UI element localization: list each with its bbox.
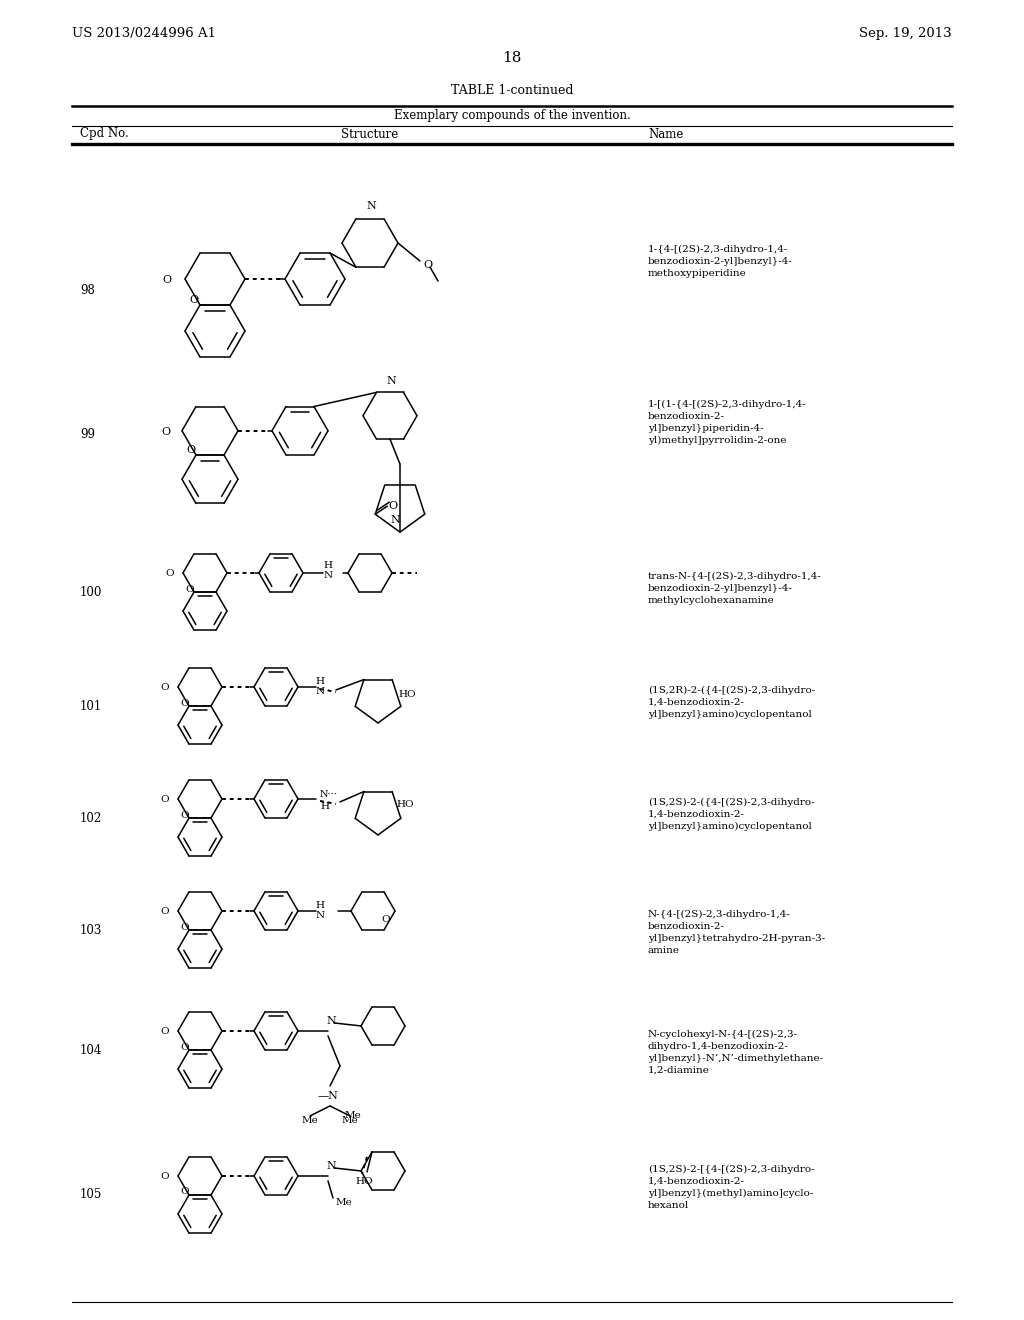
Text: —N: —N: [317, 1090, 339, 1101]
Text: H
N: H N: [315, 677, 325, 697]
Text: HO: HO: [398, 690, 416, 700]
Text: trans-N-{4-[(2S)-2,3-dihydro-1,4-
benzodioxin-2-yl]benzyl}-4-
methylcyclohexanam: trans-N-{4-[(2S)-2,3-dihydro-1,4- benzod…: [648, 572, 822, 605]
Text: 1-[(1-{4-[(2S)-2,3-dihydro-1,4-
benzodioxin-2-
yl]benzyl}piperidin-4-
yl)methyl]: 1-[(1-{4-[(2S)-2,3-dihydro-1,4- benzodio…: [648, 400, 807, 445]
Text: N: N: [367, 201, 376, 211]
Text: 101: 101: [80, 700, 102, 713]
Text: O: O: [180, 923, 189, 932]
Text: Sep. 19, 2013: Sep. 19, 2013: [859, 28, 952, 41]
Text: O: O: [161, 1172, 169, 1181]
Text: O: O: [161, 907, 169, 916]
Text: O: O: [180, 810, 189, 820]
Text: 18: 18: [503, 51, 521, 65]
Text: O: O: [161, 796, 169, 804]
Text: H
N: H N: [315, 902, 325, 920]
Text: 98: 98: [80, 284, 95, 297]
Text: Structure: Structure: [341, 128, 398, 140]
Text: N-{4-[(2S)-2,3-dihydro-1,4-
benzodioxin-2-
yl]benzyl}tetrahydro-2H-pyran-3-
amin: N-{4-[(2S)-2,3-dihydro-1,4- benzodioxin-…: [648, 909, 825, 954]
Text: N···: N···: [319, 791, 338, 800]
Text: Cpd No.: Cpd No.: [80, 128, 129, 140]
Text: N: N: [390, 515, 400, 525]
Text: 104: 104: [80, 1044, 102, 1056]
Text: H: H: [319, 803, 329, 812]
Text: 100: 100: [80, 586, 102, 598]
Text: 103: 103: [80, 924, 102, 936]
Text: O: O: [180, 698, 189, 708]
Text: N: N: [326, 1016, 336, 1026]
Text: Name: Name: [648, 128, 683, 140]
Text: O: O: [180, 1043, 189, 1052]
Text: Me: Me: [342, 1117, 358, 1126]
Text: HO: HO: [396, 800, 414, 809]
Text: N: N: [386, 376, 396, 387]
Text: O: O: [161, 684, 169, 693]
Text: O: O: [185, 585, 195, 594]
Text: 102: 102: [80, 812, 102, 825]
Text: O: O: [382, 916, 390, 924]
Text: Me: Me: [345, 1111, 361, 1121]
Text: N-cyclohexyl-N-{4-[(2S)-2,3-
dihydro-1,4-benzodioxin-2-
yl]benzyl}-N’,N’-dimethy: N-cyclohexyl-N-{4-[(2S)-2,3- dihydro-1,4…: [648, 1030, 823, 1074]
Text: 105: 105: [80, 1188, 102, 1201]
Text: 99: 99: [80, 429, 95, 441]
Text: TABLE 1-continued: TABLE 1-continued: [451, 83, 573, 96]
Text: 1-{4-[(2S)-2,3-dihydro-1,4-
benzodioxin-2-yl]benzyl}-4-
methoxypiperidine: 1-{4-[(2S)-2,3-dihydro-1,4- benzodioxin-…: [648, 246, 793, 277]
Text: O: O: [161, 1027, 169, 1036]
Text: O: O: [166, 569, 174, 578]
Text: HO: HO: [355, 1177, 373, 1187]
Text: Me: Me: [302, 1117, 318, 1126]
Text: O: O: [389, 502, 398, 511]
Text: O: O: [163, 275, 172, 285]
Text: O: O: [189, 294, 199, 305]
Text: (1S,2S)-2-[{4-[(2S)-2,3-dihydro-
1,4-benzodioxin-2-
yl]benzyl}(methyl)amino]cycl: (1S,2S)-2-[{4-[(2S)-2,3-dihydro- 1,4-ben…: [648, 1166, 815, 1209]
Text: O: O: [186, 445, 196, 455]
Text: Exemplary compounds of the invention.: Exemplary compounds of the invention.: [393, 110, 631, 123]
Text: N: N: [326, 1162, 336, 1171]
Text: Me: Me: [336, 1199, 352, 1208]
Text: O: O: [162, 426, 171, 437]
Text: (1S,2S)-2-({4-[(2S)-2,3-dihydro-
1,4-benzodioxin-2-
yl]benzyl}amino)cyclopentano: (1S,2S)-2-({4-[(2S)-2,3-dihydro- 1,4-ben…: [648, 799, 815, 830]
Text: (1S,2R)-2-({4-[(2S)-2,3-dihydro-
1,4-benzodioxin-2-
yl]benzyl}amino)cyclopentano: (1S,2R)-2-({4-[(2S)-2,3-dihydro- 1,4-ben…: [648, 686, 815, 719]
Text: O: O: [423, 260, 432, 271]
Text: H
N: H N: [324, 561, 333, 581]
Text: O: O: [180, 1188, 189, 1196]
Text: US 2013/0244996 A1: US 2013/0244996 A1: [72, 28, 216, 41]
